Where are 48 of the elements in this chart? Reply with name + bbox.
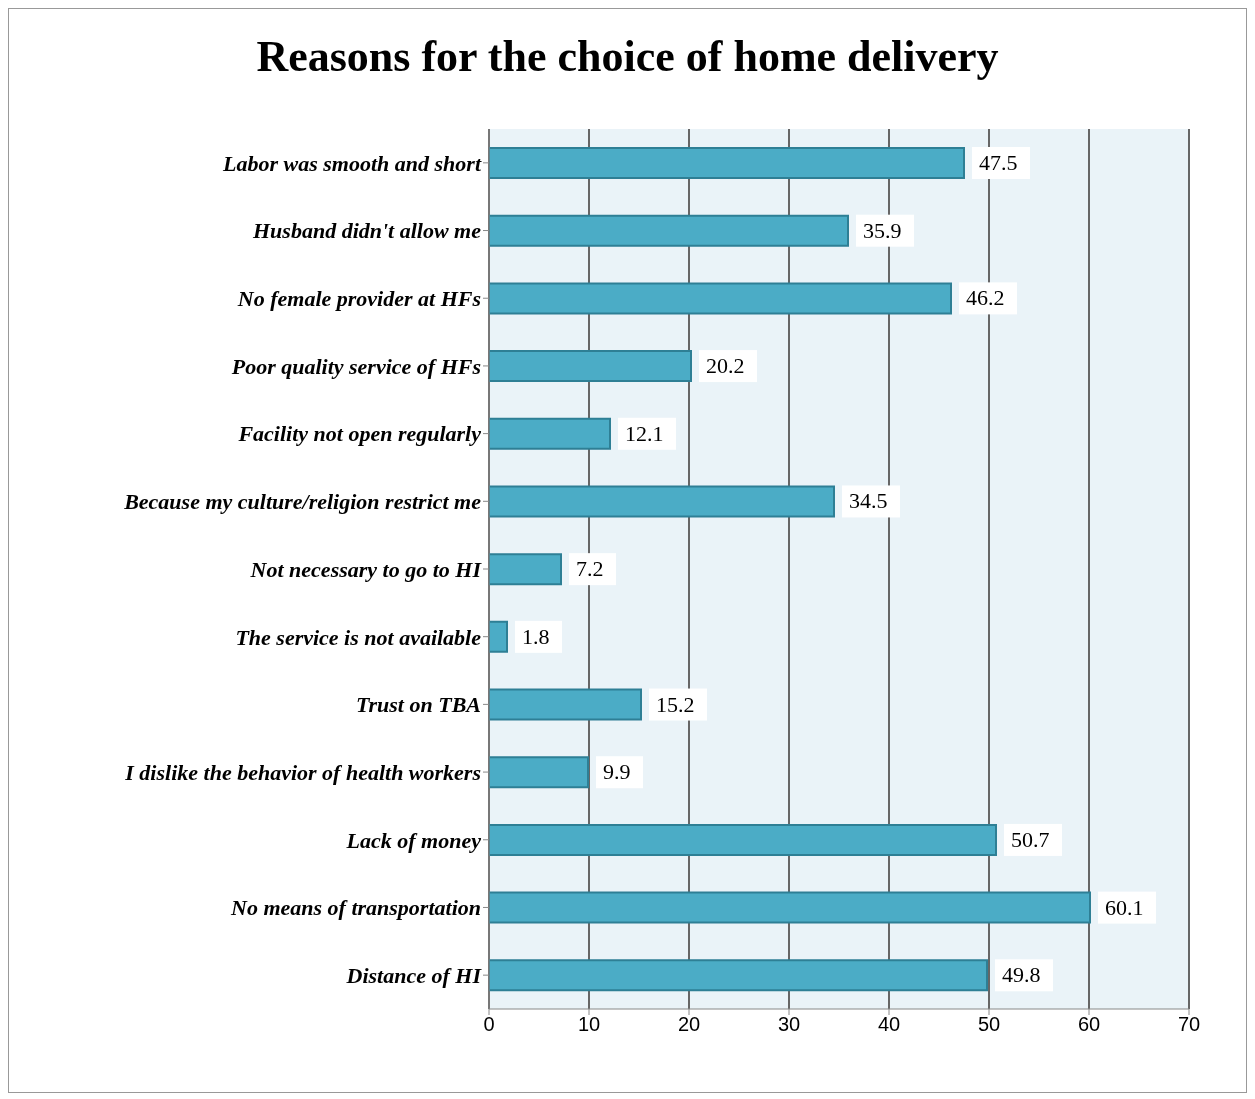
bar	[489, 620, 508, 653]
y-tick-label: Lack of money	[345, 827, 482, 853]
y-tick-label: Trust on TBA	[355, 692, 481, 718]
y-tick-label: No female provider at HFs	[236, 286, 481, 312]
data-label: 50.7	[1011, 826, 1050, 852]
data-label: 47.5	[979, 150, 1018, 175]
bar	[489, 282, 952, 315]
data-label: 12.1	[625, 420, 664, 446]
y-tick-label: Facility not open regularly	[237, 421, 482, 447]
data-label: 9.9	[603, 759, 631, 785]
data-label: 34.5	[849, 488, 888, 514]
y-tick-label: Poor quality service of HFs	[230, 353, 481, 379]
y-tick-label: Labor was smooth and short	[222, 150, 482, 176]
bar	[489, 756, 589, 789]
data-label: 15.2	[656, 691, 695, 717]
x-tick-label: 40	[877, 1013, 901, 1036]
x-tick-label: 30	[777, 1013, 801, 1036]
y-tick-label: Not necessary to go to HI	[249, 556, 483, 582]
bar	[489, 891, 1091, 924]
y-tick-label: Because my culture/religion restrict me	[123, 489, 482, 515]
x-tick-label: 50	[977, 1013, 1001, 1036]
y-tick-label: I dislike the behavior of health workers	[124, 759, 481, 785]
data-label: 46.2	[966, 285, 1005, 311]
bar	[489, 688, 642, 721]
bar	[489, 417, 611, 450]
y-tick-label: Distance of HI	[345, 962, 483, 988]
y-tick-label: The service is not available	[235, 624, 482, 650]
y-tick-label: Husband didn't allow me	[252, 218, 482, 244]
data-label: 7.2	[576, 556, 604, 582]
data-label: 1.8	[522, 623, 550, 649]
bar	[489, 485, 835, 518]
chart-title: Reasons for the choice of home delivery	[255, 31, 1000, 83]
data-label: 20.2	[706, 353, 745, 379]
bar	[489, 214, 849, 247]
bar	[489, 147, 965, 179]
x-tick-label: 70	[1177, 1013, 1201, 1036]
bar	[489, 350, 692, 383]
x-tick-label: 10	[577, 1013, 601, 1036]
data-label: 49.8	[1002, 962, 1041, 988]
data-label: 35.9	[863, 217, 902, 243]
x-tick-label: 20	[677, 1013, 701, 1036]
data-label: 60.1	[1105, 894, 1144, 920]
bar	[489, 959, 988, 992]
bar	[489, 553, 562, 586]
bar	[489, 823, 997, 856]
x-tick-label: 0	[483, 1013, 495, 1036]
y-tick-label: No means of transportation	[230, 895, 481, 921]
x-tick-label: 60	[1077, 1013, 1101, 1036]
